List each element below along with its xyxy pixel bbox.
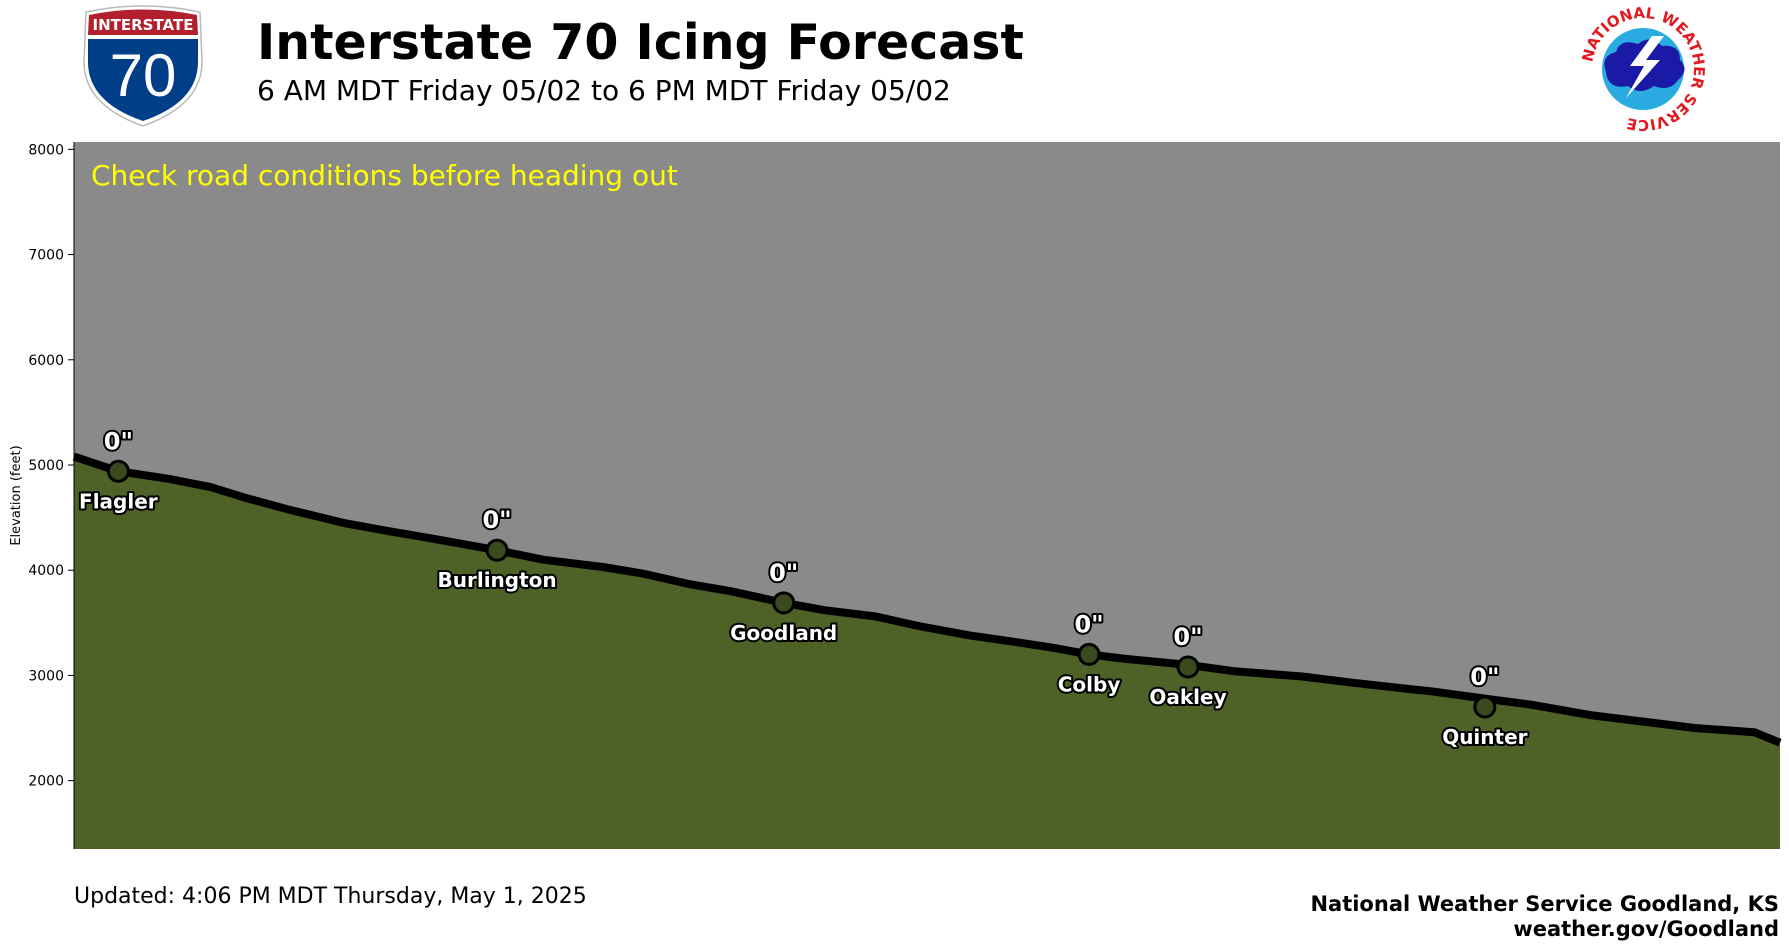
office-name: National Weather Service Goodland, KS [1310, 892, 1779, 916]
shield-number: 70 [110, 42, 177, 109]
ice-amount-label: 0" [769, 559, 798, 587]
ice-amount-label: 0" [104, 427, 133, 455]
location-colby: 0" Colby [1056, 608, 1123, 698]
shield-red-band [88, 9, 198, 35]
ice-amount-label: 0" [1173, 623, 1202, 651]
location-goodland: 0" Goodland [728, 557, 839, 647]
ice-amount-label: 0" [482, 506, 511, 534]
location-burlington: 0" Burlington [436, 504, 559, 594]
updated-timestamp: Updated: 4:06 PM MDT Thursday, May 1, 20… [74, 884, 587, 909]
location-name-label: Flagler [79, 489, 158, 513]
location-name-label: Oakley [1149, 685, 1226, 709]
nws-logo-icon: NATIONAL WEATHER SERVICE [1578, 4, 1708, 134]
y-tick-label: 6000 [28, 353, 64, 369]
interstate-shield-icon: INTERSTATE 70 [83, 5, 203, 127]
location-marker [1473, 695, 1497, 719]
location-name-label: Colby [1058, 672, 1121, 696]
y-axis-label: Elevation (feet) [9, 445, 24, 545]
location-marker [106, 459, 130, 483]
location-marker [1077, 642, 1101, 666]
y-tick-label: 5000 [28, 458, 64, 474]
page-subtitle: 6 AM MDT Friday 05/02 to 6 PM MDT Friday… [257, 74, 951, 107]
office-website: weather.gov/Goodland [1513, 917, 1779, 941]
shield-top-label: INTERSTATE [93, 16, 194, 34]
location-flagler: 0" Flagler [77, 425, 160, 515]
location-oakley: 0" Oakley [1147, 621, 1228, 711]
nws-logo-lightning [1626, 36, 1664, 98]
road-conditions-annotation: Check road conditions before heading out [91, 159, 678, 192]
location-marker [485, 538, 509, 562]
ice-amount-label: 0" [1470, 663, 1499, 691]
page-title: Interstate 70 Icing Forecast [257, 14, 1024, 71]
shield-blue-band [88, 39, 198, 121]
location-name-label: Burlington [438, 568, 557, 592]
location-marker [1176, 655, 1200, 679]
y-tick-label: 2000 [28, 774, 64, 790]
ice-amount-label: 0" [1074, 610, 1103, 638]
y-axis: 2000 3000 4000 5000 6000 7000 8000 [28, 142, 75, 849]
y-tick-label: 7000 [28, 248, 64, 264]
y-tick-label: 8000 [28, 142, 64, 158]
location-name-label: Quinter [1442, 725, 1527, 749]
location-quinter: 0" Quinter [1440, 661, 1529, 751]
y-tick-label: 4000 [28, 563, 64, 579]
y-tick-label: 3000 [28, 668, 64, 684]
plot-area: 2000 3000 4000 5000 6000 7000 8000 Elevation (… [9, 142, 1782, 849]
location-marker [772, 591, 796, 615]
location-name-label: Goodland [730, 621, 837, 645]
